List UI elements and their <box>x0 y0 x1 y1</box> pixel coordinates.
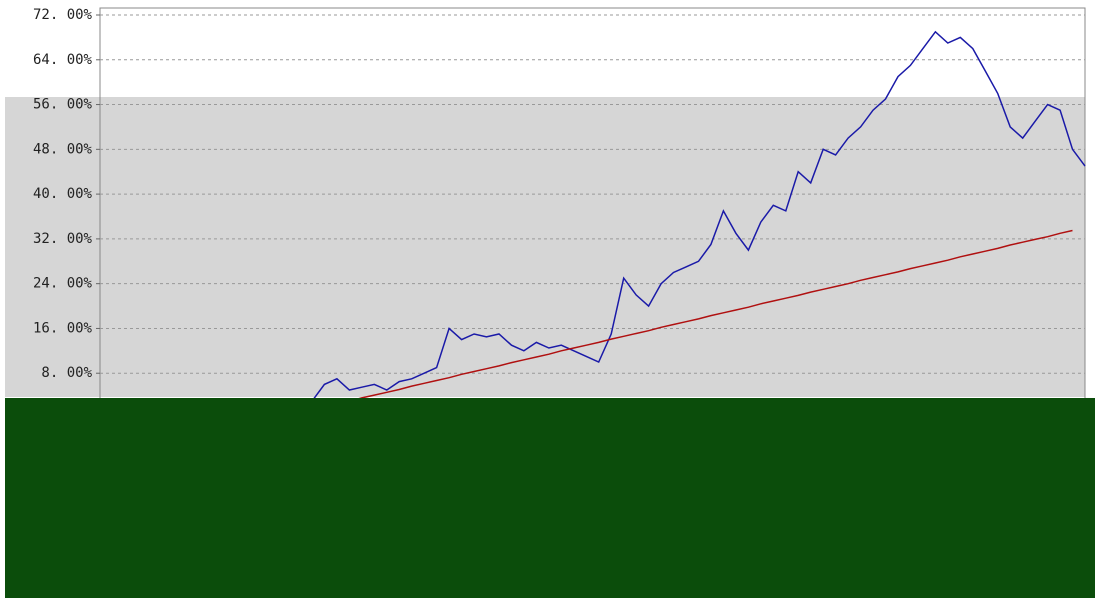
y-tick-label: 72. 00% <box>33 7 93 23</box>
y-tick-label: 48. 00% <box>33 141 93 157</box>
y-tick-label: 8. 00% <box>41 365 92 381</box>
y-tick-label: 16. 00% <box>33 320 93 336</box>
chart: 8. 00% 16. 00% 24. 00% 32. 00% 40. 00% 48. 00… <box>0 0 1095 602</box>
glitch-band <box>5 97 1085 397</box>
glitch-block <box>5 398 1095 598</box>
y-tick-label: 64. 00% <box>33 52 93 68</box>
y-tick-label: 40. 00% <box>33 186 93 202</box>
y-tick-label: 24. 00% <box>33 276 93 292</box>
y-tick-label: 56. 00% <box>33 97 93 113</box>
y-tick-label: 32. 00% <box>33 231 93 247</box>
